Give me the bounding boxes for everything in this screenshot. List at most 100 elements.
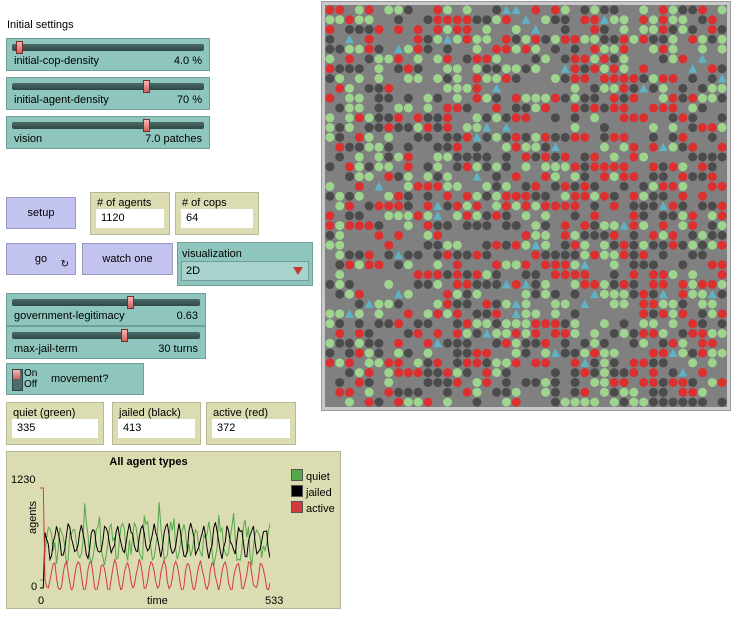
active-agent <box>658 74 668 84</box>
monitor-quiet: quiet (green) 335 <box>6 402 104 445</box>
visualization-chooser[interactable]: visualization 2D <box>177 242 313 286</box>
setup-button[interactable]: setup <box>6 197 76 229</box>
switch-toggle[interactable] <box>12 369 23 391</box>
active-agent <box>658 5 668 15</box>
monitor-value: 335 <box>12 419 98 438</box>
active-agent <box>590 25 600 35</box>
jailed-agent <box>560 25 570 35</box>
switch-on-label: On <box>24 368 38 379</box>
quiet-agent <box>384 377 394 387</box>
quiet-agent <box>668 54 678 64</box>
slider-initial-agent-density[interactable]: initial-agent-density 70 % <box>6 77 210 110</box>
active-agent <box>717 181 727 191</box>
quiet-agent <box>374 309 384 319</box>
slider-knob[interactable] <box>143 80 150 93</box>
active-agent <box>335 387 345 397</box>
quiet-agent <box>452 74 462 84</box>
active-agent <box>629 211 639 221</box>
slider-track[interactable] <box>12 83 204 90</box>
jailed-agent <box>482 15 492 25</box>
quiet-agent <box>423 230 433 240</box>
monitor-value: 413 <box>118 419 195 438</box>
jailed-agent <box>482 64 492 74</box>
quiet-agent <box>452 34 462 44</box>
world-canvas[interactable] <box>325 5 727 407</box>
quiet-agent <box>609 15 619 25</box>
slider-knob[interactable] <box>121 329 128 342</box>
jailed-agent <box>609 191 619 201</box>
quiet-agent <box>531 103 541 113</box>
go-button[interactable]: go ↻ <box>6 243 76 275</box>
jailed-agent <box>423 34 433 44</box>
quiet-agent <box>443 309 453 319</box>
slider-track[interactable] <box>12 44 204 51</box>
jailed-agent <box>707 74 717 84</box>
quiet-agent <box>697 230 707 240</box>
monitor-jailed: jailed (black) 413 <box>112 402 201 445</box>
world-view[interactable] <box>321 1 731 411</box>
active-agent <box>501 201 511 211</box>
active-agent <box>364 397 374 407</box>
jailed-agent <box>697 172 707 182</box>
quiet-agent <box>580 250 590 260</box>
active-agent <box>433 328 443 338</box>
movement-switch[interactable]: On Off movement? <box>6 363 144 395</box>
quiet-agent <box>531 221 541 231</box>
quiet-agent <box>707 348 717 358</box>
jailed-agent <box>403 93 413 103</box>
quiet-agent <box>717 279 727 289</box>
quiet-agent <box>629 397 639 407</box>
watch-one-button[interactable]: watch one <box>82 243 173 275</box>
slider-government-legitimacy[interactable]: government-legitimacy 0.63 <box>6 293 206 326</box>
quiet-agent <box>325 113 335 123</box>
active-agent <box>384 240 394 250</box>
jailed-agent <box>619 397 629 407</box>
quiet-agent <box>707 358 717 368</box>
active-agent <box>423 221 433 231</box>
active-agent <box>707 25 717 35</box>
active-agent <box>658 348 668 358</box>
jailed-agent <box>452 162 462 172</box>
cop-agent <box>678 368 688 377</box>
slider-knob[interactable] <box>16 41 23 54</box>
quiet-agent <box>717 83 727 93</box>
slider-track[interactable] <box>12 122 204 129</box>
jailed-agent <box>570 348 580 358</box>
slider-knob[interactable] <box>127 296 134 309</box>
quiet-agent <box>609 348 619 358</box>
slider-initial-cop-density[interactable]: initial-cop-density 4.0 % <box>6 38 210 71</box>
quiet-agent <box>345 44 355 54</box>
active-agent <box>570 162 580 172</box>
active-agent <box>550 270 560 280</box>
active-agent <box>688 34 698 44</box>
chooser-select[interactable]: 2D <box>181 261 309 281</box>
quiet-agent <box>472 377 482 387</box>
quiet-agent <box>492 132 502 142</box>
quiet-agent <box>609 44 619 54</box>
quiet-agent <box>423 211 433 221</box>
jailed-agent <box>531 54 541 64</box>
quiet-agent <box>707 377 717 387</box>
jailed-agent <box>413 279 423 289</box>
quiet-agent <box>599 221 609 231</box>
slider-knob[interactable] <box>143 119 150 132</box>
quiet-agent <box>354 103 364 113</box>
slider-value: 7.0 patches <box>145 133 202 145</box>
quiet-agent <box>648 123 658 133</box>
slider-track[interactable] <box>12 332 200 339</box>
active-agent <box>629 368 639 378</box>
quiet-agent <box>658 328 668 338</box>
quiet-agent <box>501 260 511 270</box>
cop-agent <box>492 83 502 93</box>
dropdown-arrow-icon[interactable] <box>293 267 303 275</box>
jailed-agent <box>590 93 600 103</box>
jailed-agent <box>697 240 707 250</box>
active-agent <box>511 279 521 289</box>
slider-max-jail-term[interactable]: max-jail-term 30 turns <box>6 326 206 359</box>
quiet-agent <box>482 270 492 280</box>
slider-vision[interactable]: vision 7.0 patches <box>6 116 210 149</box>
slider-track[interactable] <box>12 299 200 306</box>
cop-agent <box>531 240 541 250</box>
jailed-agent <box>501 132 511 142</box>
active-agent <box>580 54 590 64</box>
